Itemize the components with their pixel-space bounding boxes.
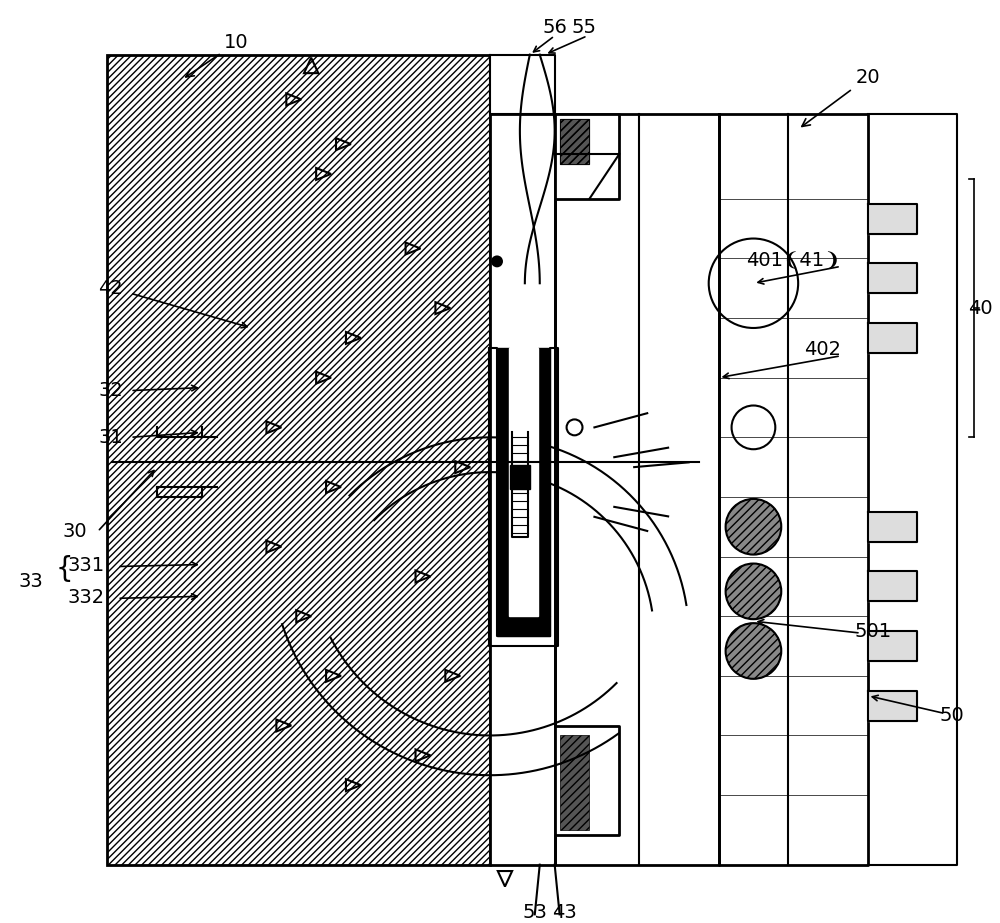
Polygon shape: [510, 465, 530, 489]
Text: 401❨41❩: 401❨41❩: [746, 251, 841, 270]
Text: 30: 30: [62, 522, 87, 541]
Polygon shape: [497, 617, 550, 636]
Text: 40: 40: [968, 299, 992, 318]
Polygon shape: [490, 54, 555, 114]
Text: 501: 501: [854, 621, 891, 641]
Polygon shape: [555, 725, 619, 835]
Polygon shape: [555, 114, 619, 198]
Text: 20: 20: [802, 68, 880, 126]
Text: 32: 32: [98, 381, 123, 400]
Polygon shape: [868, 512, 917, 542]
Polygon shape: [538, 348, 550, 617]
Text: {: {: [56, 556, 73, 583]
Polygon shape: [490, 114, 555, 865]
Text: 33: 33: [19, 572, 43, 591]
Text: 402: 402: [804, 341, 841, 359]
Text: 43: 43: [552, 903, 577, 922]
Text: 56: 56: [542, 18, 567, 37]
Circle shape: [491, 256, 503, 268]
Polygon shape: [560, 119, 589, 164]
Polygon shape: [560, 736, 589, 830]
Text: 50: 50: [940, 706, 965, 725]
Polygon shape: [868, 263, 917, 294]
Text: 55: 55: [572, 18, 597, 37]
Polygon shape: [868, 323, 917, 353]
Text: 332: 332: [68, 588, 105, 606]
Text: 53: 53: [522, 903, 547, 922]
Circle shape: [726, 499, 781, 555]
Circle shape: [726, 623, 781, 678]
Text: 10: 10: [186, 33, 249, 77]
Polygon shape: [868, 690, 917, 721]
Circle shape: [726, 564, 781, 619]
Polygon shape: [107, 54, 490, 865]
Polygon shape: [868, 571, 917, 601]
Polygon shape: [509, 348, 538, 617]
Polygon shape: [497, 348, 509, 617]
Text: 42: 42: [98, 279, 123, 298]
Polygon shape: [555, 114, 719, 865]
Text: 331: 331: [68, 556, 105, 575]
Polygon shape: [868, 631, 917, 661]
Polygon shape: [560, 119, 589, 164]
Polygon shape: [868, 204, 917, 234]
Text: 31: 31: [98, 427, 123, 447]
Polygon shape: [719, 114, 868, 865]
